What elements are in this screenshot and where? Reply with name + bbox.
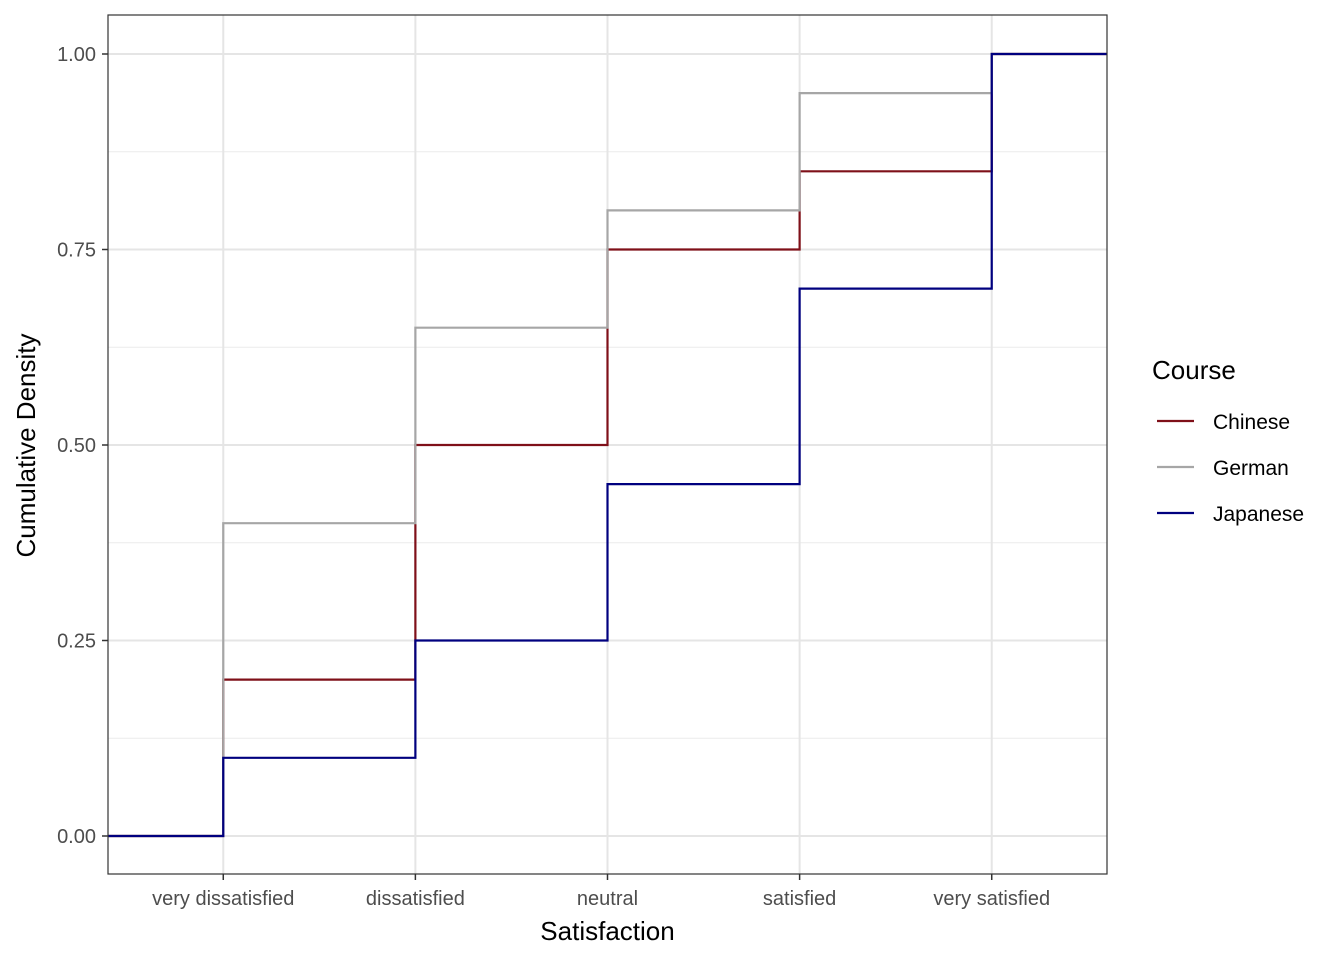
series-lines <box>108 52 1107 838</box>
x-tick-label: satisfied <box>763 888 836 910</box>
x-axis: very dissatisfied dissatisfied neutral sati… <box>152 874 1050 910</box>
y-axis: 0.00 0.25 0.50 0.75 1.00 <box>57 44 108 848</box>
y-tick-label: 0.00 <box>57 826 96 848</box>
y-axis-title: Cumulative Density <box>11 334 41 558</box>
legend-label-german: German <box>1213 457 1289 480</box>
y-tick-label: 1.00 <box>57 44 96 66</box>
y-tick-label: 0.75 <box>57 240 96 262</box>
x-tick-label: neutral <box>577 888 638 910</box>
y-tick-label: 0.50 <box>57 435 96 457</box>
legend-label-chinese: Chinese <box>1213 411 1290 434</box>
legend-label-japanese: Japanese <box>1213 503 1304 526</box>
x-tick-label: very dissatisfied <box>152 888 294 910</box>
x-axis-title: Satisfaction <box>540 916 674 946</box>
legend: Course Chinese German Japanese <box>1152 355 1304 526</box>
legend-title: Course <box>1152 355 1236 385</box>
y-tick-label: 0.25 <box>57 631 96 653</box>
x-tick-label: very satisfied <box>933 888 1050 910</box>
series-line-japanese <box>108 52 1107 838</box>
x-tick-label: dissatisfied <box>366 888 465 910</box>
